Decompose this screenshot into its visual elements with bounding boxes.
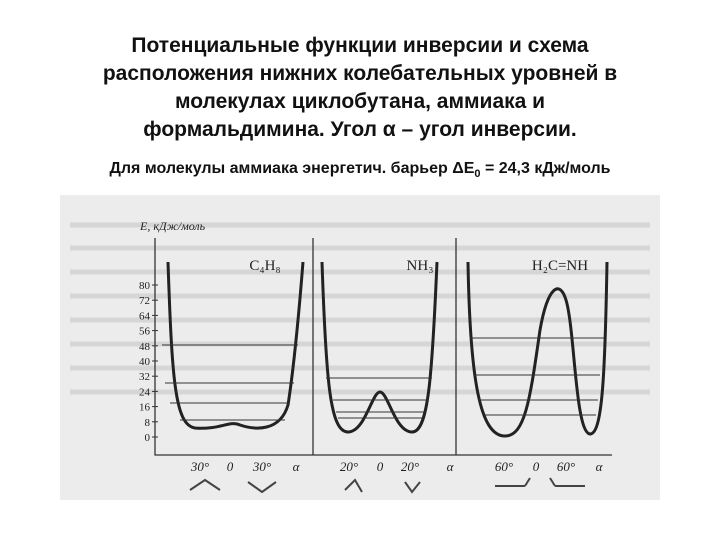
sketch xyxy=(189,478,221,491)
curve-c4h8 xyxy=(166,261,305,430)
sketch xyxy=(495,477,531,487)
title: Потенциальные функции инверсии и схема р… xyxy=(0,32,720,144)
x-label: 0 xyxy=(377,459,384,474)
subscript: 0 xyxy=(474,168,481,181)
formula: H₂C=NH xyxy=(532,258,588,274)
sketch xyxy=(404,481,421,494)
y-tick-label: 48 xyxy=(139,341,151,353)
x-label: 60° xyxy=(557,459,575,474)
x-label: 60° xyxy=(495,459,513,474)
title-line: формальдимина. Угол α – угол инверсии. xyxy=(143,118,577,141)
x-label: α xyxy=(596,459,604,474)
frame xyxy=(154,238,612,456)
molecule-sketches xyxy=(189,477,585,494)
x-label: 0 xyxy=(533,459,540,474)
scan-background xyxy=(60,195,660,500)
subtitle-text: Для молекулы аммиака энергетич. барьер Δ… xyxy=(109,160,475,177)
curves xyxy=(166,261,609,438)
y-tick-label: 0 xyxy=(145,432,151,444)
x-label: 20° xyxy=(401,459,419,474)
scan-texture xyxy=(70,222,650,395)
sketch xyxy=(247,481,277,494)
sketch xyxy=(549,477,585,487)
y-tick-label: 16 xyxy=(139,402,151,414)
y-tick-label: 80 xyxy=(139,280,151,292)
x-label: 30° xyxy=(252,459,271,474)
y-axis-label: E, кДж/моль xyxy=(139,219,206,233)
sketch xyxy=(344,478,363,493)
curve-nh3 xyxy=(320,261,439,434)
title-line: Потенциальные функции инверсии и схема xyxy=(131,34,589,57)
formula: NH₃ xyxy=(407,258,434,274)
levels xyxy=(162,337,604,421)
y-tick-label: 40 xyxy=(139,356,151,368)
subtitle: Для молекулы аммиака энергетич. барьер Δ… xyxy=(0,160,720,180)
axes xyxy=(154,238,612,456)
y-tick-label: 24 xyxy=(139,386,151,398)
y-tick-label: 64 xyxy=(139,310,151,322)
x-label: α xyxy=(293,459,301,474)
title-line: расположения нижних колебательных уровне… xyxy=(102,62,618,85)
y-tick-label: 8 xyxy=(145,417,151,429)
subtitle-tail: = 24,3 кДж/моль xyxy=(484,160,611,177)
formula: C₄H₈ xyxy=(249,258,280,274)
x-label: 30° xyxy=(190,459,209,474)
x-label: α xyxy=(447,459,455,474)
y-tick-label: 32 xyxy=(139,371,150,383)
x-label: 20° xyxy=(340,459,358,474)
x-label: 0 xyxy=(227,459,234,474)
y-tick-label: 72 xyxy=(139,295,150,307)
y-tick-label: 56 xyxy=(139,326,151,338)
title-line: молекулах циклобутана, аммиака и xyxy=(174,90,546,113)
curve-h2cnh xyxy=(466,261,609,438)
